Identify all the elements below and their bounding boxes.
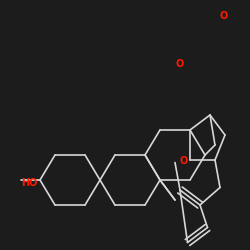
Text: O: O: [176, 59, 184, 69]
Text: O: O: [180, 156, 188, 166]
Text: O: O: [220, 11, 228, 21]
Text: HO: HO: [21, 178, 38, 188]
